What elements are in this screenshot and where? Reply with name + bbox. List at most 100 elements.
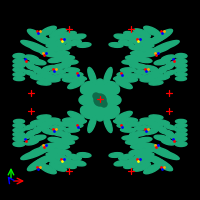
- Ellipse shape: [13, 68, 25, 72]
- Ellipse shape: [133, 163, 151, 171]
- Ellipse shape: [65, 68, 79, 72]
- Ellipse shape: [58, 56, 74, 60]
- Ellipse shape: [119, 154, 133, 160]
- Ellipse shape: [114, 160, 130, 166]
- Ellipse shape: [34, 70, 50, 74]
- Ellipse shape: [130, 64, 146, 68]
- Ellipse shape: [175, 68, 187, 72]
- Ellipse shape: [30, 146, 54, 154]
- Ellipse shape: [117, 124, 131, 128]
- Ellipse shape: [27, 129, 41, 135]
- Ellipse shape: [94, 94, 106, 106]
- Ellipse shape: [47, 35, 61, 43]
- Ellipse shape: [74, 76, 86, 80]
- Ellipse shape: [13, 137, 25, 141]
- Ellipse shape: [60, 162, 76, 168]
- Ellipse shape: [175, 124, 187, 128]
- Ellipse shape: [153, 40, 179, 52]
- Ellipse shape: [175, 128, 187, 132]
- Ellipse shape: [129, 45, 147, 51]
- Ellipse shape: [44, 78, 60, 82]
- Ellipse shape: [63, 78, 77, 82]
- Ellipse shape: [51, 143, 69, 149]
- Ellipse shape: [114, 76, 126, 80]
- Ellipse shape: [13, 128, 25, 132]
- Ellipse shape: [147, 35, 165, 45]
- Ellipse shape: [43, 129, 57, 135]
- Ellipse shape: [56, 156, 72, 162]
- Ellipse shape: [49, 163, 67, 171]
- Ellipse shape: [21, 148, 47, 160]
- Ellipse shape: [134, 70, 150, 74]
- Ellipse shape: [69, 124, 83, 128]
- Ellipse shape: [86, 86, 114, 114]
- Ellipse shape: [176, 119, 186, 123]
- Ellipse shape: [140, 51, 160, 57]
- Ellipse shape: [67, 154, 81, 160]
- Ellipse shape: [155, 120, 169, 124]
- Ellipse shape: [51, 51, 69, 57]
- Ellipse shape: [22, 133, 34, 139]
- Ellipse shape: [30, 59, 46, 65]
- Ellipse shape: [47, 157, 61, 165]
- Ellipse shape: [37, 81, 51, 85]
- Ellipse shape: [40, 143, 60, 149]
- Ellipse shape: [145, 74, 163, 78]
- Ellipse shape: [153, 148, 179, 160]
- Ellipse shape: [95, 79, 105, 93]
- Ellipse shape: [151, 29, 173, 43]
- Ellipse shape: [145, 122, 163, 126]
- Ellipse shape: [124, 162, 140, 168]
- Ellipse shape: [27, 157, 49, 171]
- Ellipse shape: [122, 136, 138, 140]
- Ellipse shape: [13, 59, 25, 63]
- Ellipse shape: [131, 143, 149, 149]
- Ellipse shape: [104, 115, 112, 133]
- Ellipse shape: [46, 41, 66, 47]
- Ellipse shape: [62, 60, 78, 64]
- Ellipse shape: [56, 38, 72, 44]
- Ellipse shape: [101, 101, 107, 107]
- Ellipse shape: [54, 132, 70, 136]
- Ellipse shape: [159, 129, 173, 135]
- Ellipse shape: [34, 126, 50, 130]
- Ellipse shape: [31, 76, 45, 80]
- Ellipse shape: [27, 65, 41, 71]
- Ellipse shape: [149, 115, 163, 119]
- Ellipse shape: [122, 60, 138, 64]
- Ellipse shape: [13, 132, 25, 137]
- Ellipse shape: [133, 29, 151, 37]
- Ellipse shape: [150, 70, 166, 74]
- Ellipse shape: [134, 126, 150, 130]
- Ellipse shape: [67, 40, 81, 46]
- Ellipse shape: [161, 55, 175, 61]
- Ellipse shape: [149, 81, 163, 85]
- Ellipse shape: [62, 136, 78, 140]
- Ellipse shape: [166, 61, 178, 67]
- Ellipse shape: [140, 78, 156, 82]
- Ellipse shape: [164, 124, 176, 130]
- Ellipse shape: [144, 26, 160, 36]
- Ellipse shape: [30, 46, 54, 54]
- Ellipse shape: [49, 29, 67, 37]
- Ellipse shape: [117, 72, 131, 76]
- Ellipse shape: [140, 47, 156, 53]
- Ellipse shape: [95, 107, 105, 121]
- Ellipse shape: [44, 147, 60, 153]
- Ellipse shape: [131, 51, 149, 57]
- Ellipse shape: [109, 153, 123, 157]
- Ellipse shape: [13, 72, 25, 76]
- Ellipse shape: [58, 74, 74, 78]
- Ellipse shape: [139, 35, 153, 43]
- Ellipse shape: [126, 122, 142, 126]
- Ellipse shape: [104, 81, 120, 95]
- Ellipse shape: [50, 126, 66, 130]
- Ellipse shape: [13, 124, 25, 128]
- Ellipse shape: [159, 65, 173, 71]
- Ellipse shape: [43, 65, 57, 71]
- Ellipse shape: [14, 119, 24, 123]
- Ellipse shape: [47, 76, 61, 80]
- Ellipse shape: [150, 126, 166, 130]
- Ellipse shape: [154, 59, 170, 65]
- Ellipse shape: [88, 115, 96, 133]
